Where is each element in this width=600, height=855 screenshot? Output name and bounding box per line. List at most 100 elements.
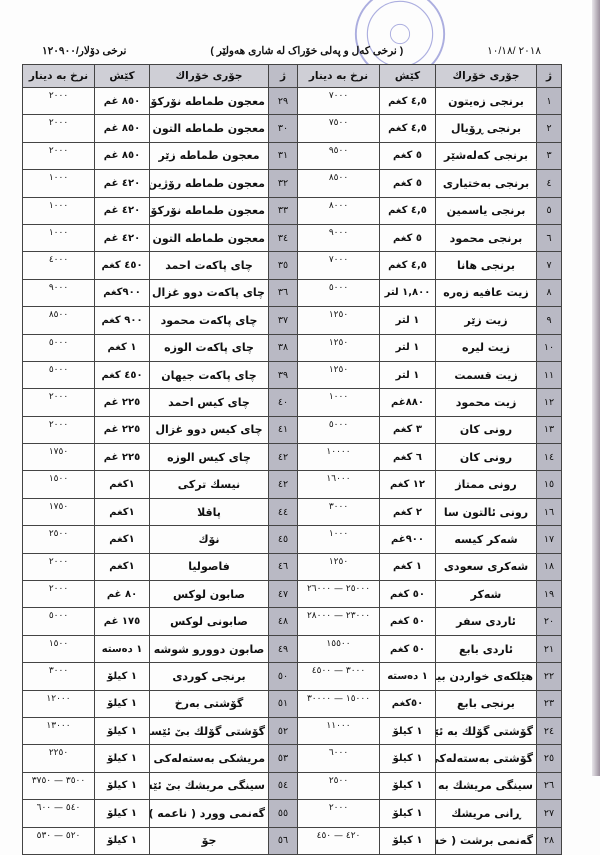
item-name: زیت محمود — [435, 388, 537, 417]
item-price: ١٧٥٠ — [22, 443, 95, 472]
item-name: رونی ئالتون سا — [435, 497, 537, 527]
item-weight: ٨٥٠ غم — [94, 114, 150, 143]
col-header-weight: کێش — [379, 64, 436, 88]
col-header-weight: کێش — [94, 64, 150, 88]
item-number: ٤ — [536, 169, 562, 198]
item-number: ٢٥ — [536, 744, 562, 773]
item-weight: ٤,٥ کغم — [379, 86, 436, 116]
item-name: معجون طماطە التون سا — [149, 114, 269, 143]
item-price: ١٣٠٠٠ — [22, 716, 95, 746]
item-name: چای کیس احمد — [149, 388, 269, 417]
table-row: ١٩ شەکر ٥٠ کغم ٢٥٠٠٠ — ٢٦٠٠٠ ٤٧ صابون لوکس ٨٠ … — [22, 580, 562, 609]
table-row: ٧ برنجی هانا ٤,٥ کغم ٧٠٠٠ ٣٥ چای پاکەت احمد ٤٥… — [22, 251, 562, 280]
item-name: چای پاکەت احمد — [149, 251, 269, 280]
item-name: جۆ — [149, 826, 269, 855]
item-name: صابونی لوکس — [149, 607, 269, 636]
item-weight: ١ کیلۆ — [379, 771, 436, 801]
item-price: ٣٠٠٠ — [22, 662, 95, 691]
item-weight: ٥ کغم — [379, 223, 436, 253]
item-number: ١٦ — [536, 497, 562, 527]
table-row: ٢ برنجی ڕۆیال ٤,٥ کغم ٧٥٠٠ ٣٠ معجون طماطە الت… — [22, 114, 562, 143]
item-name: زیت قسمت — [435, 360, 537, 390]
item-name: گۆشتی گۆلك بێ ئێسك — [149, 716, 269, 746]
item-name: برنجی ڕۆیال — [435, 114, 537, 143]
item-weight: ١ کغم — [94, 333, 150, 362]
item-number: ٤٧ — [268, 580, 298, 609]
item-weight: ١٧٥ غم — [94, 607, 150, 636]
item-number: ٣٤ — [268, 223, 298, 253]
table-row: ١٣ رونی کان ٣ کغم ٥٠٠٠ ٤١ چای کیس دوو غزال ٢٢٥… — [22, 415, 562, 445]
item-price: ٩٥٠٠ — [297, 141, 380, 171]
item-name: معجون طماطە نۆرکۆن — [149, 196, 269, 225]
table-row: ١٦ رونی ئالتون سا ٢ کغم ٣٠٠٠ ٤٤ پاقلا ١کغم ١٧٥٠ — [22, 497, 562, 527]
item-name: سینگی مریشك بە ئێسك — [435, 771, 537, 801]
item-name: برنجی بابع — [435, 689, 537, 718]
item-number: ٤٢ — [268, 443, 298, 472]
item-number: ٢٧ — [536, 799, 562, 828]
item-price: ١٧٥٠ — [22, 497, 95, 527]
table-row: ١٨ شەکری سعودی ١ کغم ١٢٥٠ ٤٦ فاصولیا ١کغم ٢٠٠٠ — [22, 552, 562, 582]
table-row: ٨ زیت عافیه زەرە ١,٨٠٠ لتر ٥٠٠٠ ٣٦ چای پاکەت … — [22, 278, 562, 308]
item-weight: ١کغم — [94, 497, 150, 527]
item-price: ١٠٠٠ — [297, 388, 380, 417]
item-weight: ٦ کغم — [379, 443, 436, 472]
item-number: ٢٤ — [536, 716, 562, 746]
item-price: ٢٠٠٠ — [22, 552, 95, 582]
item-price: ٧٠٠٠ — [297, 251, 380, 280]
item-name: چای پاکەت محمود — [149, 306, 269, 335]
item-name: نۆك — [149, 525, 269, 554]
item-price: ١٢٥٠ — [297, 306, 380, 335]
item-weight: ١ کیلۆ — [94, 662, 150, 691]
item-name: شەکری سعودی — [435, 552, 537, 582]
document-date: ٢٠١٨ /١٠/١٨ — [487, 45, 541, 57]
table-row: ١٢ زیت محمود ٨٨٠غم ١٠٠٠ ٤٠ چای کیس احمد ٢٢٥ غم… — [22, 388, 562, 417]
item-weight: ١ کیلۆ — [379, 799, 436, 828]
item-name: معجون طماطە التون سا — [149, 223, 269, 253]
item-name: ئاردی سفر — [435, 607, 537, 636]
item-number: ٤٨ — [268, 607, 298, 636]
document-header: ٢٠١٨ /١٠/١٨ ( نرخی کەل و پەلی خۆراک لە ش… — [22, 42, 561, 60]
item-name: چای پاکەت دوو غزال — [149, 278, 269, 308]
item-weight: ٩٠٠ کغم — [94, 306, 150, 335]
item-number: ٤٠ — [268, 388, 298, 417]
table-body: ١ برنجی زەیتون ٤,٥ کغم ٧٠٠٠ ٢٩ معجون طماطە نۆ… — [22, 86, 562, 855]
item-name: برنجی بەختیاری — [435, 169, 537, 198]
page-edge — [592, 0, 600, 776]
item-price: ٩٠٠٠ — [297, 223, 380, 253]
item-number: ٩ — [536, 306, 562, 335]
item-price: ١٢٥٠ — [297, 360, 380, 390]
item-weight: ٨٨٠غم — [379, 388, 436, 417]
item-name: زیت لیره — [435, 333, 537, 362]
item-price: ٥٠٠٠ — [22, 333, 95, 362]
item-number: ١٣ — [536, 415, 562, 445]
item-weight: ٣ کغم — [379, 415, 436, 445]
item-name: گۆشتی گۆلك بە ئێسك — [435, 716, 537, 746]
item-number: ٣٦ — [268, 278, 298, 308]
item-price: ٢٠٠٠ — [22, 388, 95, 417]
item-weight: ١ کیلۆ — [379, 716, 436, 746]
item-weight: ١ کیلۆ — [379, 744, 436, 773]
item-name: شەکر کیسە — [435, 525, 537, 554]
item-weight: ١ کیلۆ — [94, 799, 150, 828]
item-price: ١١٠٠٠ — [297, 716, 380, 746]
item-weight: ١ لتر — [379, 360, 436, 390]
item-price: ٥٢٠ — ٥٣٠ — [22, 826, 95, 855]
item-weight: ٥ کغم — [379, 169, 436, 198]
item-number: ٣٣ — [268, 196, 298, 225]
item-number: ٢ — [536, 114, 562, 143]
item-number: ٥ — [536, 196, 562, 225]
item-number: ٨ — [536, 278, 562, 308]
col-header-food-type: جۆری خۆراك — [149, 64, 269, 88]
item-weight: ١ دەستە — [94, 634, 150, 664]
item-price: ١٢٠٠٠ — [22, 689, 95, 718]
item-price: ٣٥٠٠ — ٣٧٥٠ — [22, 771, 95, 801]
item-price: ٢٠٠٠ — [22, 415, 95, 445]
item-weight: ٢ کغم — [379, 497, 436, 527]
item-name: رونی کان — [435, 415, 537, 445]
col-header-food-type: جۆری خۆراك — [435, 64, 537, 88]
item-number: ٤٢ — [268, 470, 298, 499]
item-number: ٥٠ — [268, 662, 298, 691]
table-row: ٣ برنجی کەلەشێر ٥ کغم ٩٥٠٠ ٣١ معجون طماطه زێر… — [22, 141, 562, 171]
item-price: ٨٠٠٠ — [297, 196, 380, 225]
